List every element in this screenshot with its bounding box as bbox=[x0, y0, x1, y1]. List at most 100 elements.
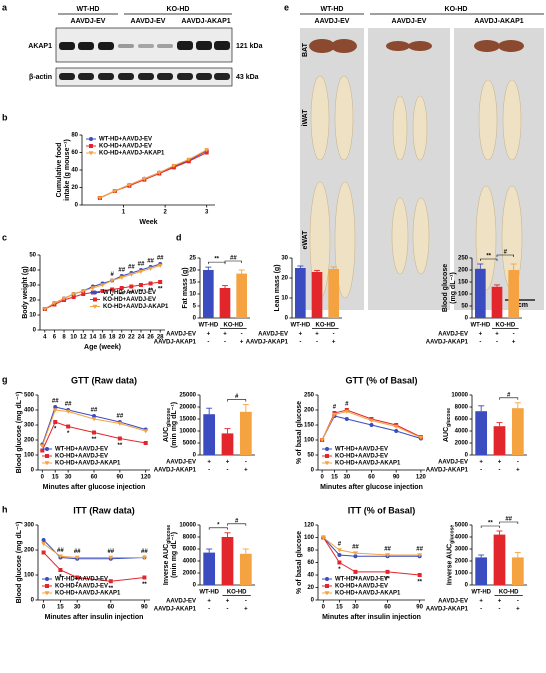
group-label: WT-HD bbox=[470, 323, 490, 329]
marker bbox=[112, 189, 118, 194]
x-tick-label: 1 bbox=[122, 210, 126, 216]
x-tick-label: 0 bbox=[320, 475, 324, 481]
legend-label: WT-HD+AAVDJ-EV bbox=[335, 577, 388, 583]
significance: * bbox=[338, 567, 341, 573]
marker bbox=[100, 289, 105, 293]
y-axis-label-text: Lean mass (g) bbox=[274, 264, 281, 311]
y-tick-label: 500 bbox=[24, 393, 35, 399]
y-tick-label: 10000 bbox=[179, 523, 196, 529]
significance-bracket bbox=[499, 521, 519, 524]
x-tick-label: 30 bbox=[352, 605, 359, 611]
chart-title: ITT (Raw data) bbox=[73, 505, 135, 515]
significance: ** bbox=[148, 288, 153, 294]
significance: ** bbox=[108, 586, 113, 592]
design-mark: + bbox=[498, 460, 502, 466]
marker bbox=[138, 269, 144, 274]
legend-label: KO-HD+AAVDJ-EV bbox=[335, 584, 388, 590]
design-mark: - bbox=[245, 599, 247, 605]
marker bbox=[97, 196, 103, 201]
significance: ## bbox=[384, 547, 391, 553]
y-axis-label-text: Blood glucose (mg dL⁻¹) bbox=[16, 522, 23, 604]
x-tick-label: 90 bbox=[141, 605, 148, 611]
design-label: AAVDJ-EV bbox=[438, 332, 468, 338]
y-axis-label-text: Blood glucose bbox=[442, 264, 449, 312]
marker bbox=[128, 272, 134, 277]
marker bbox=[143, 441, 148, 445]
x-tick-label: 10 bbox=[70, 335, 77, 341]
marker bbox=[53, 405, 58, 409]
marker bbox=[418, 435, 424, 440]
legend-label: WT-HD+AAVDJ-EV bbox=[55, 577, 108, 583]
y-axis-label: Inverse AUCglucose bbox=[446, 525, 455, 585]
bar bbox=[508, 270, 519, 318]
y-tick-label: 25 bbox=[189, 256, 196, 262]
legend-marker bbox=[44, 591, 50, 596]
bar bbox=[475, 411, 488, 455]
marker bbox=[91, 417, 97, 422]
y-tick-label: 20 bbox=[307, 585, 314, 591]
significance: # bbox=[507, 392, 511, 398]
significance: # bbox=[504, 250, 508, 256]
x-tick-label: 3 bbox=[205, 210, 209, 216]
y-tick-label: 30 bbox=[29, 283, 36, 289]
y-tick-label: 0 bbox=[311, 468, 315, 474]
marker bbox=[61, 296, 67, 301]
x-tick-label: 0 bbox=[42, 605, 46, 611]
design-mark: + bbox=[226, 599, 230, 605]
y-tick-label: 4000 bbox=[455, 429, 469, 435]
design-label: AAVDJ-AKAP1 bbox=[426, 468, 469, 474]
design-mark: - bbox=[499, 607, 501, 613]
y-tick-label: 8000 bbox=[183, 535, 197, 541]
x-tick-label: 24 bbox=[138, 335, 145, 341]
y-axis-label-text: (min mg dL⁻¹) bbox=[171, 402, 178, 448]
significance-bracket bbox=[208, 527, 228, 530]
y-axis-label: % of basal glucose bbox=[296, 531, 303, 594]
design-mark: + bbox=[495, 332, 499, 338]
y-tick-label: 40 bbox=[29, 268, 36, 274]
marker bbox=[142, 575, 147, 580]
panel-letter: a bbox=[2, 2, 8, 12]
bar bbox=[511, 557, 524, 585]
y-axis-label: % of basal glucose bbox=[296, 401, 303, 464]
significance: # bbox=[235, 394, 239, 400]
significance: ** bbox=[119, 293, 124, 299]
panel-letter: b bbox=[2, 112, 8, 122]
significance: ** bbox=[129, 291, 134, 297]
bar bbox=[203, 552, 216, 585]
marker bbox=[204, 150, 209, 155]
significance: ** bbox=[353, 576, 358, 582]
bat-tissue bbox=[309, 39, 524, 53]
significance: ** bbox=[118, 443, 123, 449]
marker bbox=[108, 579, 113, 584]
x-tick-label: 30 bbox=[65, 475, 72, 481]
marker bbox=[75, 575, 80, 580]
significance: ## bbox=[107, 549, 114, 555]
significance: ## bbox=[52, 399, 59, 405]
y-tick-label: 0 bbox=[31, 598, 35, 604]
y-axis-label: Lean mass (g) bbox=[274, 264, 281, 311]
y-tick-label: 0 bbox=[193, 316, 197, 322]
y-axis-label: (mg dL⁻¹) bbox=[450, 272, 457, 304]
significance-bracket bbox=[499, 397, 519, 400]
legend-marker bbox=[325, 454, 329, 458]
group-label: KO-HD bbox=[445, 6, 468, 13]
protein-label: AKAP1 bbox=[28, 43, 52, 50]
column-label: AAVDJ-AKAP1 bbox=[474, 18, 523, 25]
legend-marker bbox=[324, 461, 330, 466]
design-mark: - bbox=[513, 332, 515, 338]
significance-bracket bbox=[224, 260, 242, 263]
marker bbox=[117, 421, 123, 426]
legend-label: KO-HD+AAVDJ-EV bbox=[103, 297, 156, 303]
design-mark: - bbox=[517, 599, 519, 605]
significance: ## bbox=[74, 549, 81, 555]
design-mark: - bbox=[316, 340, 318, 346]
design-mark: - bbox=[208, 468, 210, 474]
y-tick-label: 10 bbox=[189, 292, 196, 298]
group-label: WT-HD bbox=[321, 6, 344, 13]
y-tick-label: 4000 bbox=[455, 535, 469, 541]
y-axis-label-text: AUC bbox=[443, 427, 450, 442]
bar bbox=[239, 411, 252, 455]
marker bbox=[385, 569, 390, 574]
marker bbox=[417, 553, 423, 558]
